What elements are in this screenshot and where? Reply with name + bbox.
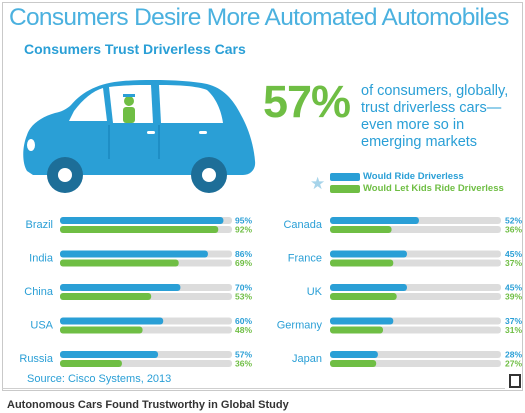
bar-kids — [60, 226, 219, 233]
value-label: 31% — [505, 325, 522, 335]
bar-kids — [60, 360, 122, 367]
category-label: China — [24, 286, 54, 298]
value-label: 36% — [235, 359, 252, 369]
value-label: 70% — [235, 283, 252, 293]
infographic-title: Consumers Desire More Automated Automobi… — [9, 4, 509, 31]
passenger-cap — [123, 94, 135, 97]
value-label: 45% — [505, 249, 522, 259]
bar-kids — [330, 259, 394, 267]
category-label: Japan — [292, 353, 322, 365]
value-label: 45% — [505, 283, 522, 293]
value-label: 28% — [505, 350, 522, 360]
value-label: 37% — [505, 316, 522, 326]
car-windshield — [69, 88, 107, 121]
corner-mark — [509, 374, 521, 388]
bar-ride — [60, 217, 224, 224]
bar-ride — [60, 250, 208, 258]
category-label: USA — [30, 320, 53, 332]
legend-label: Would Ride Driverless — [363, 171, 464, 182]
legend-item-kids: Would Let Kids Ride Driverless — [330, 183, 522, 194]
legend-swatch — [330, 173, 360, 181]
bar-ride — [330, 351, 378, 358]
value-label: 69% — [235, 258, 252, 268]
legend-label: Would Let Kids Ride Driverless — [363, 183, 504, 194]
rear-wheel-hub — [202, 168, 216, 182]
bar-ride — [330, 250, 407, 258]
legend-item-ride: Would Ride Driverless — [330, 171, 522, 182]
source-note: Source: Cisco Systems, 2013 — [27, 373, 172, 385]
value-label: 92% — [235, 225, 252, 235]
passenger-body — [123, 107, 135, 123]
stat-text: of consumers, globally, trust driverless… — [361, 83, 509, 150]
value-label: 95% — [235, 216, 252, 226]
infographic-subtitle: Consumers Trust Driverless Cars — [24, 41, 246, 57]
value-label: 39% — [505, 292, 522, 302]
figure-caption: Autonomous Cars Found Trustworthy in Glo… — [7, 399, 289, 411]
category-label: Germany — [277, 320, 323, 332]
value-label: 37% — [505, 258, 522, 268]
car-pillar — [153, 85, 159, 125]
bar-ride — [60, 317, 164, 325]
bar-kids — [330, 360, 377, 367]
bar-kids — [330, 326, 384, 334]
car-rear-window — [159, 85, 223, 123]
bar-kids — [60, 259, 179, 267]
bar-ride — [60, 284, 181, 291]
value-label: 48% — [235, 325, 252, 335]
bar-kids — [330, 226, 392, 233]
stat-percent: 57% — [263, 76, 351, 127]
category-label: Canada — [283, 219, 322, 231]
bar-ride — [330, 284, 407, 291]
bar-kids — [60, 326, 143, 334]
bar-kids — [60, 293, 152, 300]
passenger-head — [124, 96, 134, 106]
bar-ride — [60, 351, 159, 358]
bar-kids — [330, 293, 397, 300]
value-label: 57% — [235, 350, 252, 360]
value-label: 27% — [505, 359, 522, 369]
value-label: 86% — [235, 249, 252, 259]
front-wheel-hub — [58, 168, 72, 182]
infographic-frame: Consumers Desire More Automated Automobi… — [2, 2, 523, 391]
car-illustration — [23, 80, 256, 193]
value-label: 52% — [505, 216, 522, 226]
car-door-handle — [199, 131, 207, 134]
category-label: Brazil — [25, 219, 53, 231]
value-label: 60% — [235, 316, 252, 326]
car-door-handle — [147, 131, 155, 134]
category-label: France — [288, 253, 322, 265]
category-label: Russia — [19, 353, 54, 365]
star-icon: ★ — [310, 174, 326, 193]
legend-swatch — [330, 185, 360, 193]
value-label: 36% — [505, 225, 522, 235]
bar-ride — [330, 217, 419, 224]
car-headlight — [27, 139, 35, 151]
car-door-line — [108, 125, 160, 159]
category-label: India — [29, 253, 54, 265]
category-label: UK — [307, 286, 323, 298]
value-label: 53% — [235, 292, 252, 302]
bar-ride — [330, 317, 394, 325]
